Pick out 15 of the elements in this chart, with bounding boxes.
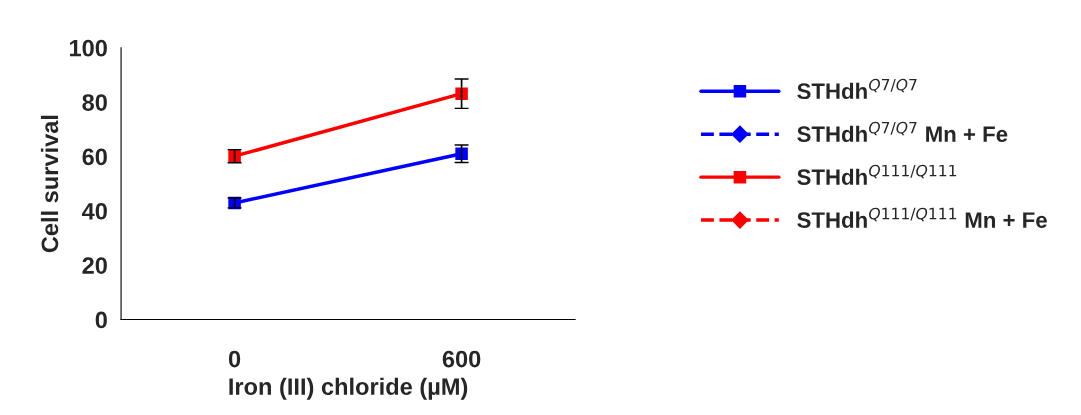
y-axis-title: Cell survival — [40, 115, 59, 253]
legend-label: STHdh$^{Q7/Q7}$ Mn + Fe — [797, 121, 1008, 143]
point — [455, 87, 468, 100]
legend-label: STHdh$^{Q111/Q111}$ — [797, 164, 957, 185]
y-tick-label: 40 — [81, 202, 107, 220]
y-tick-label: 60 — [82, 148, 107, 166]
legend-label: STHdh$^{Q111/Q111}$ Mn + Fe — [797, 207, 1047, 228]
x-axis-title: Iron (III) chloride (µM) — [229, 377, 468, 400]
y-tick-label: 100 — [69, 39, 107, 57]
legend-label: STHdh$^{Q7/Q7}$ — [797, 78, 917, 100]
point — [455, 147, 468, 160]
y-tick-label: 80 — [82, 94, 107, 111]
x-tick-label: 600 — [442, 350, 481, 368]
y-tick-label: 20 — [82, 257, 107, 274]
y-tick-label: 0 — [95, 311, 107, 329]
